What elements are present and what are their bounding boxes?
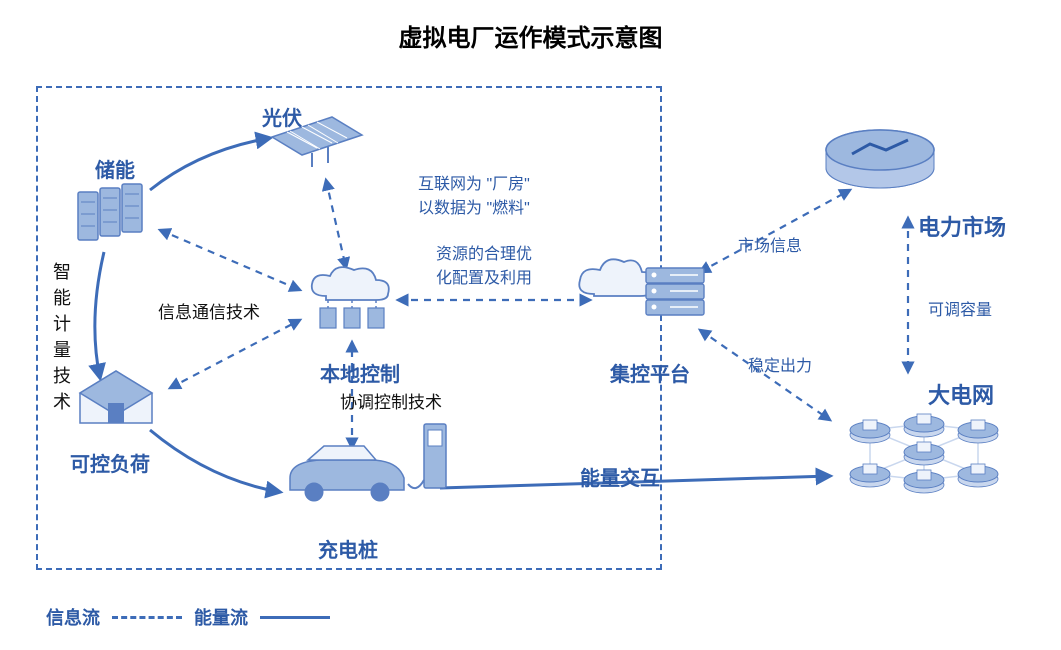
label-market: 电力市场	[918, 210, 1006, 242]
diagram-canvas: 虚拟电厂运作模式示意图 储能 光伏 可控负荷 充电桩 本地控制 集控平台 电力市…	[0, 0, 1061, 650]
legend-solid-line-icon	[260, 616, 330, 619]
annotation-adjustable-cap: 可调容量	[928, 296, 992, 320]
annotation-info-comm: 信息通信技术	[158, 298, 260, 323]
annotation-line: 化配置及利用	[436, 264, 532, 288]
label-local-ctrl: 本地控制	[320, 358, 400, 387]
annotation-smart-meter: 智能计量技术	[52, 258, 72, 414]
legend-dashed-line-icon	[112, 616, 182, 619]
annotation-line: 互联网为 "厂房"	[418, 170, 530, 194]
annotation-energy-exchange: 能量交互	[580, 462, 660, 491]
label-load: 可控负荷	[70, 448, 150, 477]
annotation-stable-output: 稳定出力	[748, 352, 812, 376]
label-storage: 储能	[95, 154, 135, 183]
legend: 信息流 能量流	[46, 604, 330, 630]
diagram-title: 虚拟电厂运作模式示意图	[0, 18, 1061, 53]
label-ev: 充电桩	[318, 534, 378, 563]
label-pv: 光伏	[262, 102, 302, 131]
annotation-internet-fuel: 互联网为 "厂房" 以数据为 "燃料"	[418, 170, 530, 218]
label-central-ctrl: 集控平台	[610, 358, 690, 387]
label-grid: 大电网	[928, 378, 994, 410]
annotation-coord-ctrl: 协调控制技术	[340, 388, 442, 413]
legend-info-flow-label: 信息流	[46, 604, 100, 630]
legend-energy-flow-label: 能量流	[194, 604, 248, 630]
annotation-line: 资源的合理优	[436, 240, 532, 264]
annotation-line: 以数据为 "燃料"	[418, 194, 530, 218]
annotation-market-info: 市场信息	[738, 232, 802, 256]
annotation-resource-opt: 资源的合理优 化配置及利用	[436, 240, 532, 288]
